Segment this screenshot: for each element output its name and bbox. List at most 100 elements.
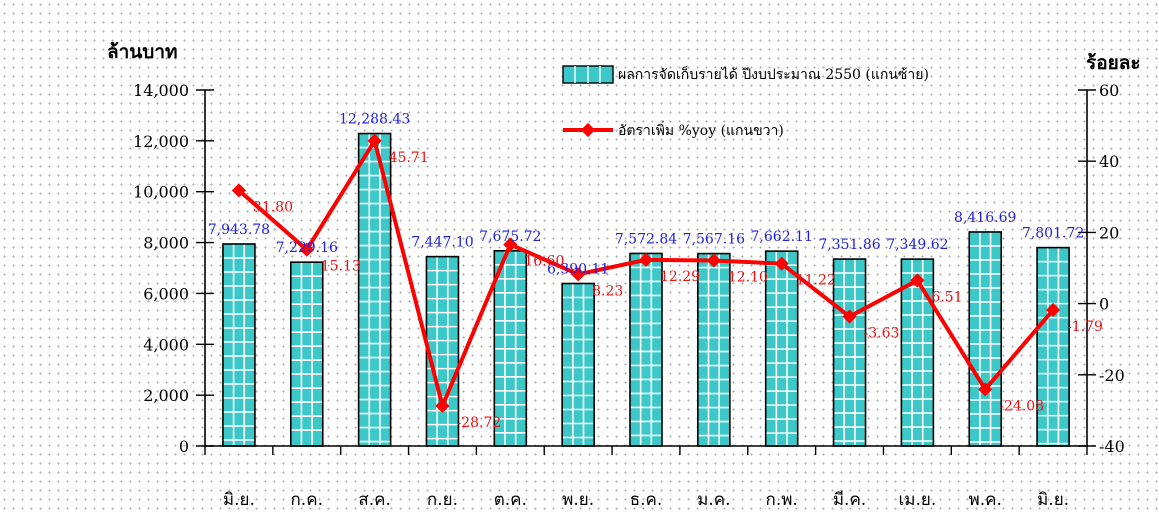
y-left-tick-label: 14,000 bbox=[133, 81, 189, 100]
y-left-tick-label: 12,000 bbox=[133, 132, 189, 151]
yoy-value-label: 6.51 bbox=[931, 289, 962, 305]
x-category-label: ก.ย. bbox=[427, 490, 458, 510]
bar-value-label: 7,567.16 bbox=[683, 232, 745, 248]
bar-11-fill bbox=[969, 231, 1002, 446]
bar-value-label: 7,675.72 bbox=[479, 229, 541, 245]
yoy-value-label: -28.72 bbox=[456, 415, 501, 431]
bar-10-fill bbox=[901, 259, 934, 446]
yoy-point-8 bbox=[774, 256, 789, 271]
x-category-label: พ.ย. bbox=[562, 490, 594, 510]
bar-12-fill bbox=[1037, 247, 1070, 446]
bar-0-fill bbox=[222, 244, 255, 446]
x-category-label: ก.พ. bbox=[766, 490, 798, 510]
bar-value-label: 6,390.11 bbox=[547, 262, 609, 278]
line-series bbox=[231, 133, 1061, 413]
y-left-tick-label: 2,000 bbox=[143, 386, 189, 405]
bar-4 bbox=[493, 250, 528, 447]
yoy-value-label: 12.29 bbox=[660, 269, 700, 285]
bar-0 bbox=[222, 243, 256, 447]
bar-3-fill bbox=[426, 256, 459, 446]
yoy-point-10 bbox=[910, 273, 925, 288]
y-right-tick-label: -40 bbox=[1099, 437, 1125, 456]
bar-1-fill bbox=[290, 262, 323, 446]
y-right-tick-label: 0 bbox=[1099, 295, 1109, 314]
yoy-point-3 bbox=[435, 398, 450, 413]
bar-value-label: 12,288.43 bbox=[339, 112, 410, 128]
yoy-point-6 bbox=[638, 252, 654, 267]
yoy-value-label: 8.23 bbox=[592, 283, 623, 299]
axes: 0 2,000 4,000 6,000 8,000 10,000 12,000 14,000 -… bbox=[133, 81, 1125, 510]
bar-3 bbox=[425, 255, 460, 447]
yoy-point-2 bbox=[367, 133, 382, 148]
legend-line-marker bbox=[580, 122, 596, 138]
x-category-label: พ.ค. bbox=[969, 490, 1002, 510]
legend-bar-swatch bbox=[562, 65, 614, 84]
data-labels: 7,943.78 7,229.16 12,288.43 7,447.10 7,675.7… bbox=[208, 112, 1103, 431]
bar-11 bbox=[968, 231, 1003, 447]
bar-value-label: 7,447.10 bbox=[411, 235, 473, 251]
bar-7 bbox=[697, 252, 731, 447]
yoy-point-4 bbox=[503, 237, 518, 252]
bar-10 bbox=[900, 258, 935, 447]
x-category-label: ก.ค. bbox=[291, 490, 323, 510]
bar-6 bbox=[629, 252, 663, 447]
y-right-axis-title: ร้อยละ bbox=[1086, 52, 1141, 74]
x-category-label: มิ.ย. bbox=[1037, 490, 1069, 510]
legend: ผลการจัดเก็บรายได้ ปีงบประมาณ 2550 (แกนซ… bbox=[562, 65, 929, 139]
bar-value-label: 7,351.86 bbox=[818, 237, 880, 253]
yoy-point-0 bbox=[231, 183, 246, 198]
y-left-tick-label: 4,000 bbox=[143, 335, 189, 354]
bar-value-label: 7,572.84 bbox=[615, 231, 677, 247]
yoy-value-label: 11.22 bbox=[796, 273, 836, 289]
bar-5 bbox=[561, 282, 595, 447]
x-category-label: ม.ค. bbox=[697, 490, 730, 510]
yoy-value-label: -3.63 bbox=[864, 326, 900, 342]
yoy-point-9 bbox=[842, 309, 857, 324]
bar-value-label: 7,349.62 bbox=[886, 237, 948, 253]
yoy-value-label: -24.08 bbox=[999, 398, 1044, 414]
y-right-tick-label: 60 bbox=[1099, 81, 1119, 100]
yoy-value-label: 45.71 bbox=[389, 150, 429, 166]
legend-bar-label: ผลการจัดเก็บรายได้ ปีงบประมาณ 2550 (แกนซ… bbox=[618, 65, 929, 83]
bar-value-label: 7,662.11 bbox=[751, 229, 813, 245]
x-category-label: ต.ค. bbox=[494, 490, 527, 510]
y-left-tick-label: 0 bbox=[179, 437, 189, 456]
yoy-point-1 bbox=[299, 242, 314, 257]
bar-9-fill bbox=[833, 259, 866, 446]
bar-value-label: 8,416.69 bbox=[954, 210, 1016, 226]
bar-7-fill bbox=[697, 253, 730, 446]
y-left-tick-label: 6,000 bbox=[143, 284, 189, 303]
yoy-point-11 bbox=[978, 382, 993, 397]
yoy-value-label: 15.13 bbox=[321, 259, 361, 275]
yoy-value-label: -1.79 bbox=[1067, 319, 1103, 335]
bar-series bbox=[222, 132, 1070, 447]
legend-bar-box bbox=[562, 65, 614, 84]
legend-line-label: อัตราเพิ่ม %yoy (แกนขวา) bbox=[618, 121, 784, 139]
y-left-axis-title: ล้านบาท bbox=[107, 41, 178, 63]
y-right-tick-label: 40 bbox=[1099, 152, 1119, 171]
bar-value-label: 7,229.16 bbox=[276, 240, 338, 256]
yoy-point-7 bbox=[706, 253, 721, 268]
yoy-value-label: 12.10 bbox=[728, 270, 768, 286]
bar-value-label: 7,943.78 bbox=[208, 222, 270, 238]
bar-value-label: 7,801.72 bbox=[1022, 226, 1084, 242]
yoy-point-5 bbox=[571, 267, 586, 282]
bar-1 bbox=[289, 261, 324, 447]
bar-12 bbox=[1036, 246, 1070, 447]
yoy-value-label: 31.80 bbox=[253, 199, 293, 215]
y-left-tick-label: 10,000 bbox=[133, 183, 189, 202]
x-category-label: เม.ย. bbox=[898, 490, 936, 510]
bar-9 bbox=[832, 258, 867, 447]
bar-5-fill bbox=[562, 283, 595, 446]
yoy-point-12 bbox=[1046, 302, 1061, 318]
x-category-label: มิ.ย. bbox=[223, 490, 255, 510]
yoy-value-label: 16.60 bbox=[524, 254, 564, 270]
bar-6-fill bbox=[630, 253, 662, 446]
y-left-tick-label: 8,000 bbox=[143, 234, 189, 253]
x-category-label: ส.ค. bbox=[358, 490, 391, 510]
bar-8 bbox=[764, 250, 799, 447]
y-right-tick-label: 20 bbox=[1099, 223, 1119, 242]
x-category-label: มี.ค. bbox=[833, 490, 866, 510]
x-category-label: ธ.ค. bbox=[630, 490, 663, 510]
